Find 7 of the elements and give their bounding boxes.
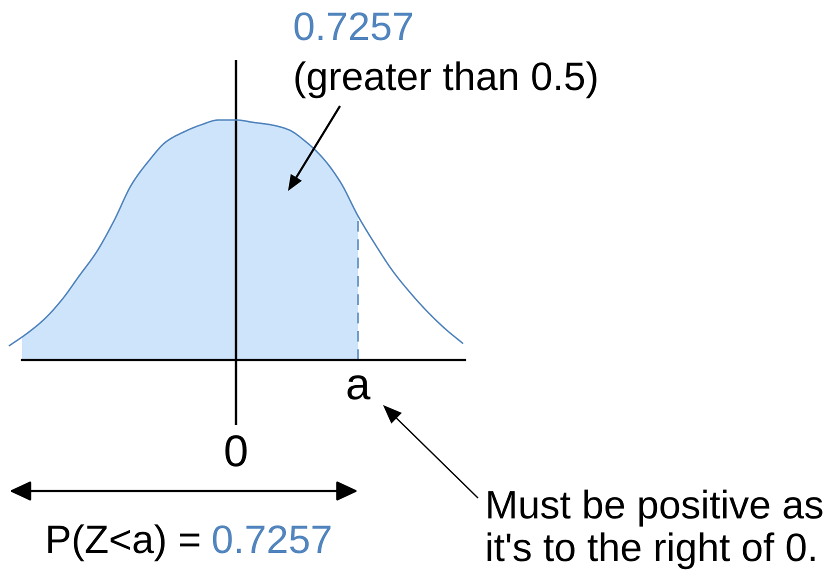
text: (greater than 0.5) [295, 61, 596, 98]
text: Must be positive as it's to the right of 0. [488, 490, 822, 570]
text: 0.7257 [294, 12, 412, 40]
text: 0.7257 [212, 525, 330, 554]
x-tick-label: 0 [225, 435, 247, 467]
text: P(Z<a) = [48, 524, 200, 562]
x-tick-label: a [348, 375, 370, 400]
